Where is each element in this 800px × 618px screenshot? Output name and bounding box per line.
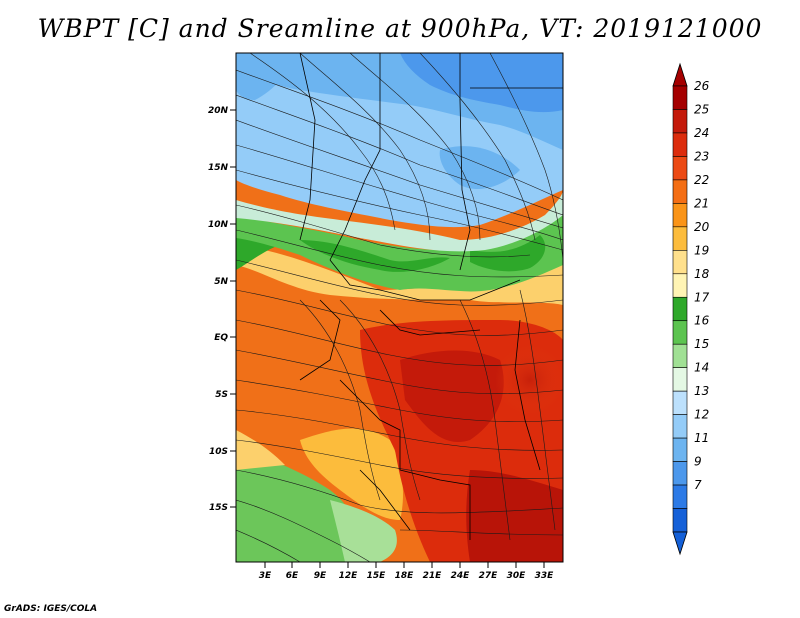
colorbar-label: 17: [694, 290, 710, 304]
colorbar-segment: [672, 273, 688, 298]
map-frame: [235, 52, 564, 563]
colorbar-label: 26: [694, 79, 710, 93]
colorbar-segment: [672, 484, 688, 509]
lon-label-3e: 3E: [259, 571, 272, 581]
colorbar-label: 22: [694, 173, 709, 187]
lon-label-30e: 30E: [507, 571, 527, 581]
colorbar-label: 25: [694, 102, 709, 116]
colorbar-segment: [672, 179, 688, 204]
colorbar-bottom-arrow: [672, 531, 688, 556]
colorbar-top-arrow: [672, 62, 688, 87]
colorbar-segment: [672, 437, 688, 462]
colorbar-segment: [672, 109, 688, 134]
colorbar-label: 21: [694, 196, 709, 210]
latitude-axis: [230, 109, 236, 508]
lat-label-20n: 20N: [208, 106, 229, 116]
lat-label-5n: 5N: [214, 277, 228, 287]
lon-label-24e: 24E: [451, 571, 471, 581]
lat-label-eq: EQ: [214, 333, 228, 343]
colorbar: 26 25 24 23 22 21 20 19 18 17 16 15 14 13 12 11 9 7: [672, 62, 710, 556]
colorbar-label: 23: [694, 149, 709, 163]
lon-label-27e: 27E: [479, 571, 499, 581]
colorbar-label: 9: [694, 455, 702, 469]
colorbar-label: 11: [694, 431, 709, 445]
colorbar-segment: [672, 390, 688, 415]
lat-label-5s: 5S: [215, 390, 228, 400]
lat-label-10n: 10N: [208, 220, 229, 230]
colorbar-label: 16: [694, 314, 710, 328]
colorbar-label: 12: [694, 408, 709, 422]
lat-label-15s: 15S: [209, 503, 228, 513]
colorbar-label: 20: [694, 220, 710, 234]
colorbar-segment: [672, 250, 688, 275]
colorbar-label: 15: [694, 337, 709, 351]
map-title: WBPT [C] and Sreamline at 900hPa, VT: 20…: [37, 14, 763, 43]
colorbar-segment: [672, 320, 688, 345]
colorbar-segment: [672, 85, 688, 110]
colorbar-segment: [672, 296, 688, 322]
lon-label-15e: 15E: [367, 571, 387, 581]
lon-label-21e: 21E: [423, 571, 443, 581]
lon-label-6e: 6E: [286, 571, 299, 581]
grads-credit: GrADS: IGES/COLA: [4, 604, 98, 614]
colorbar-label: 13: [694, 384, 709, 398]
colorbar-segment: [672, 203, 688, 228]
colorbar-label: 19: [694, 243, 709, 257]
lon-label-12e: 12E: [339, 571, 359, 581]
lon-label-18e: 18E: [395, 571, 415, 581]
colorbar-segment: [672, 156, 688, 181]
colorbar-segment: [672, 414, 688, 439]
colorbar-segment: [672, 461, 688, 486]
country-borders: [299, 53, 563, 540]
wbpt-field: [236, 53, 563, 562]
colorbar-segment: [672, 367, 688, 392]
lon-label-33e: 33E: [535, 571, 555, 581]
lon-label-9e: 9E: [314, 571, 327, 581]
lat-label-15n: 15N: [208, 163, 229, 173]
colorbar-segment: [672, 508, 688, 533]
colorbar-label: 18: [694, 267, 710, 281]
colorbar-segment: [672, 226, 688, 251]
colorbar-segment: [672, 132, 688, 157]
colorbar-segment: [672, 343, 688, 368]
lat-label-10s: 10S: [209, 447, 228, 457]
colorbar-label: 14: [694, 361, 709, 375]
colorbar-label: 7: [694, 478, 702, 492]
longitude-axis: [264, 562, 545, 568]
colorbar-label: 24: [694, 126, 709, 140]
streamlines: [236, 53, 563, 562]
